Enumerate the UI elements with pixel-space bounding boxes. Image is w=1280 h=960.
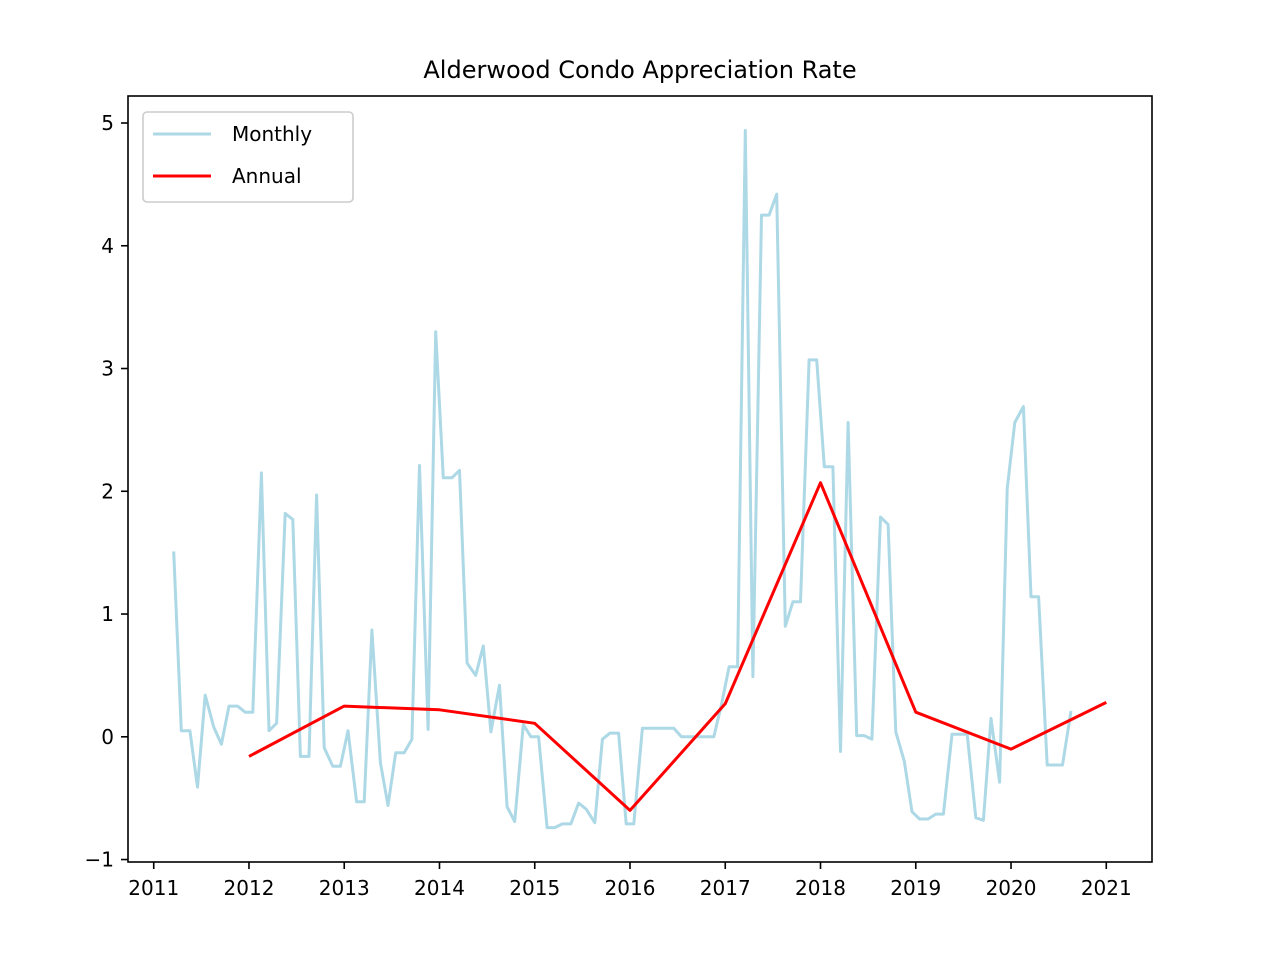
y-tick-label: 0 — [101, 725, 114, 749]
x-tick-label: 2016 — [605, 876, 656, 900]
x-tick-label: 2013 — [319, 876, 370, 900]
x-tick-label: 2011 — [128, 876, 179, 900]
y-tick-label: 5 — [101, 111, 114, 135]
legend-label-monthly: Monthly — [232, 122, 312, 146]
x-tick-label: 2021 — [1081, 876, 1132, 900]
x-tick-label: 2020 — [986, 876, 1037, 900]
x-tick-label: 2014 — [414, 876, 465, 900]
plot-frame — [127, 95, 1153, 863]
series-line-monthly — [172, 128, 1073, 830]
legend: Monthly Annual — [142, 111, 354, 203]
series-layer — [172, 128, 1107, 830]
y-tick-label: 4 — [101, 234, 114, 258]
x-tick-label: 2012 — [224, 876, 275, 900]
legend-label-annual: Annual — [232, 164, 302, 188]
x-tick-label: 2015 — [509, 876, 560, 900]
y-tick-label: 3 — [101, 357, 114, 381]
y-tick-label: 2 — [101, 479, 114, 503]
y-tick-label: 1 — [101, 602, 114, 626]
axes-layer: 2011 2012 2013 2014 2015 2016 2017 2018 2019 2020… — [85, 95, 1153, 900]
x-tick-label: 2017 — [700, 876, 751, 900]
y-tick-label: −1 — [85, 848, 114, 872]
x-tick-label: 2019 — [890, 876, 941, 900]
series-line-annual — [248, 481, 1107, 812]
chart-title: Alderwood Condo Appreciation Rate — [423, 56, 856, 84]
x-tick-label: 2018 — [795, 876, 846, 900]
